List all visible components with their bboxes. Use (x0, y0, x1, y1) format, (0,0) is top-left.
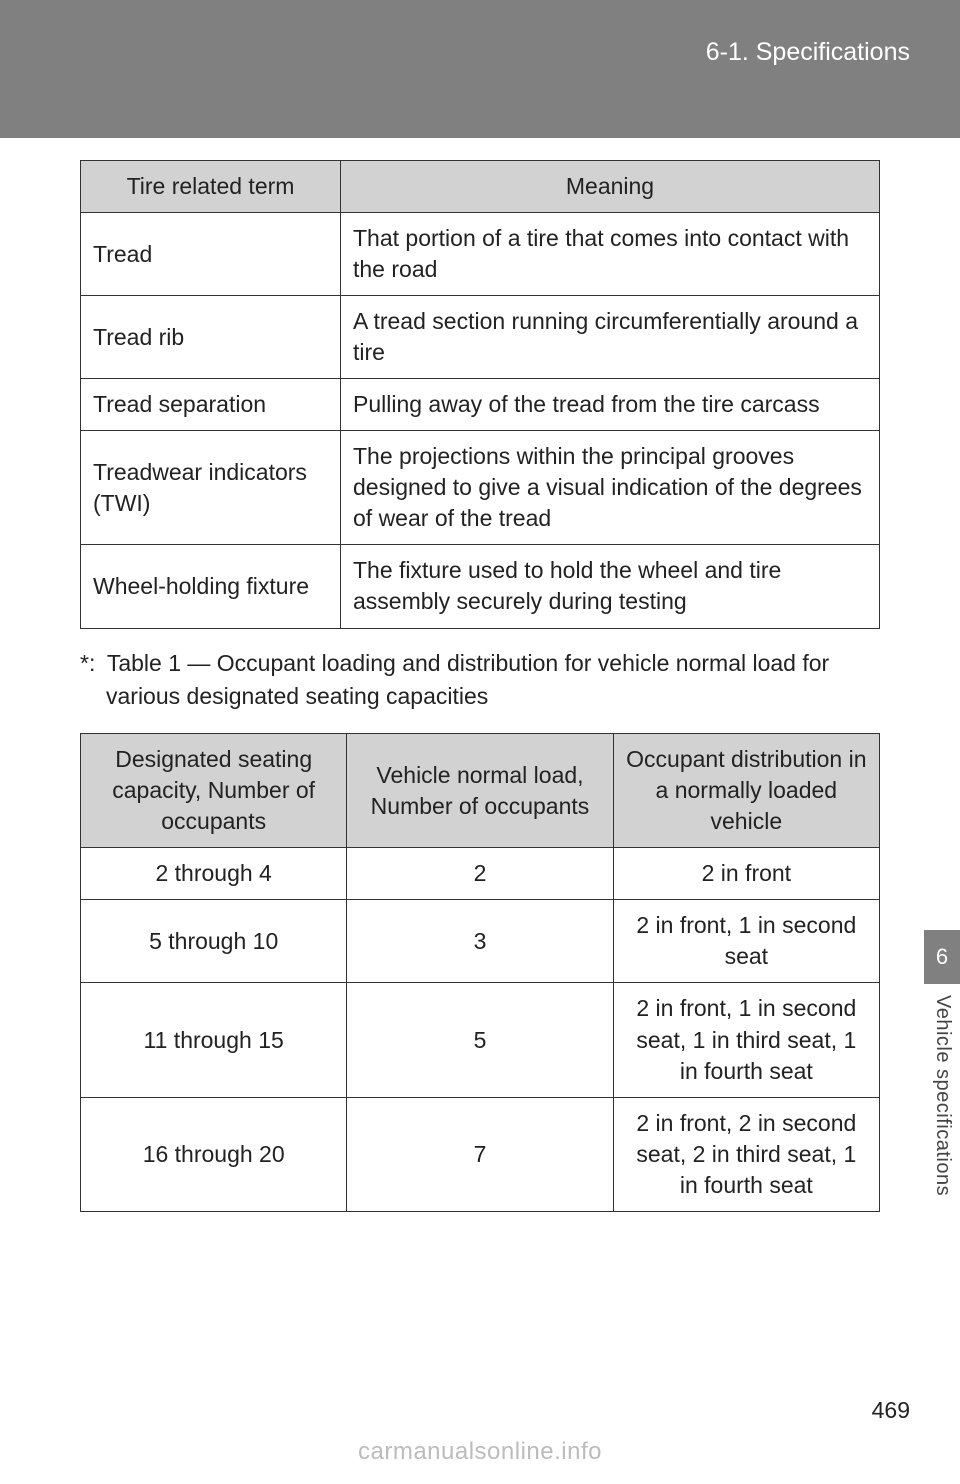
header-bar (0, 0, 960, 138)
side-section-label: Vehicle specifications (931, 995, 954, 1196)
capacity-cell: 11 through 15 (81, 983, 347, 1097)
load-cell: 2 (347, 848, 613, 900)
col-header-meaning: Meaning (341, 161, 880, 213)
load-cell: 7 (347, 1097, 613, 1211)
capacity-cell: 2 through 4 (81, 848, 347, 900)
table-row: Wheel-holding fixture The fixture used t… (81, 545, 880, 628)
table-row: Tread That portion of a tire that comes … (81, 213, 880, 296)
table-row: Treadwear indicators (TWI) The projectio… (81, 431, 880, 545)
col-header-normal-load: Vehicle normal load, Number of occupants (347, 734, 613, 848)
term-cell: Tread (81, 213, 341, 296)
table-header-row: Designated seating capacity, Number of o… (81, 734, 880, 848)
capacity-cell: 16 through 20 (81, 1097, 347, 1211)
term-cell: Tread rib (81, 296, 341, 379)
meaning-cell: That portion of a tire that comes into c… (341, 213, 880, 296)
page-number: 469 (872, 1397, 910, 1424)
col-header-capacity: Designated seating capacity, Number of o… (81, 734, 347, 848)
main-content: Tire related term Meaning Tread That por… (80, 160, 880, 1212)
distribution-cell: 2 in front, 2 in second seat, 2 in third… (613, 1097, 879, 1211)
tire-terms-table: Tire related term Meaning Tread That por… (80, 160, 880, 629)
side-chapter-tab: 6 (924, 930, 960, 984)
table-row: 5 through 10 3 2 in front, 1 in second s… (81, 900, 880, 983)
footnote: *: Table 1 — Occupant loading and distri… (80, 647, 880, 714)
term-cell: Wheel-holding fixture (81, 545, 341, 628)
table-row: 11 through 15 5 2 in front, 1 in second … (81, 983, 880, 1097)
col-header-distribution: Occupant distribution in a normally load… (613, 734, 879, 848)
load-cell: 3 (347, 900, 613, 983)
term-cell: Treadwear indicators (TWI) (81, 431, 341, 545)
table-header-row: Tire related term Meaning (81, 161, 880, 213)
load-cell: 5 (347, 983, 613, 1097)
meaning-cell: A tread section running circumferentiall… (341, 296, 880, 379)
distribution-cell: 2 in front, 1 in second seat (613, 900, 879, 983)
meaning-cell: Pulling away of the tread from the tire … (341, 379, 880, 431)
col-header-term: Tire related term (81, 161, 341, 213)
distribution-cell: 2 in front (613, 848, 879, 900)
table-row: 2 through 4 2 2 in front (81, 848, 880, 900)
term-cell: Tread separation (81, 379, 341, 431)
watermark: carmanualsonline.info (0, 1438, 960, 1466)
table-row: Tread separation Pulling away of the tre… (81, 379, 880, 431)
meaning-cell: The projections within the principal gro… (341, 431, 880, 545)
section-title: 6-1. Specifications (706, 38, 910, 67)
table-row: Tread rib A tread section running circum… (81, 296, 880, 379)
occupant-table: Designated seating capacity, Number of o… (80, 733, 880, 1212)
capacity-cell: 5 through 10 (81, 900, 347, 983)
meaning-cell: The fixture used to hold the wheel and t… (341, 545, 880, 628)
table-row: 16 through 20 7 2 in front, 2 in second … (81, 1097, 880, 1211)
distribution-cell: 2 in front, 1 in second seat, 1 in third… (613, 983, 879, 1097)
